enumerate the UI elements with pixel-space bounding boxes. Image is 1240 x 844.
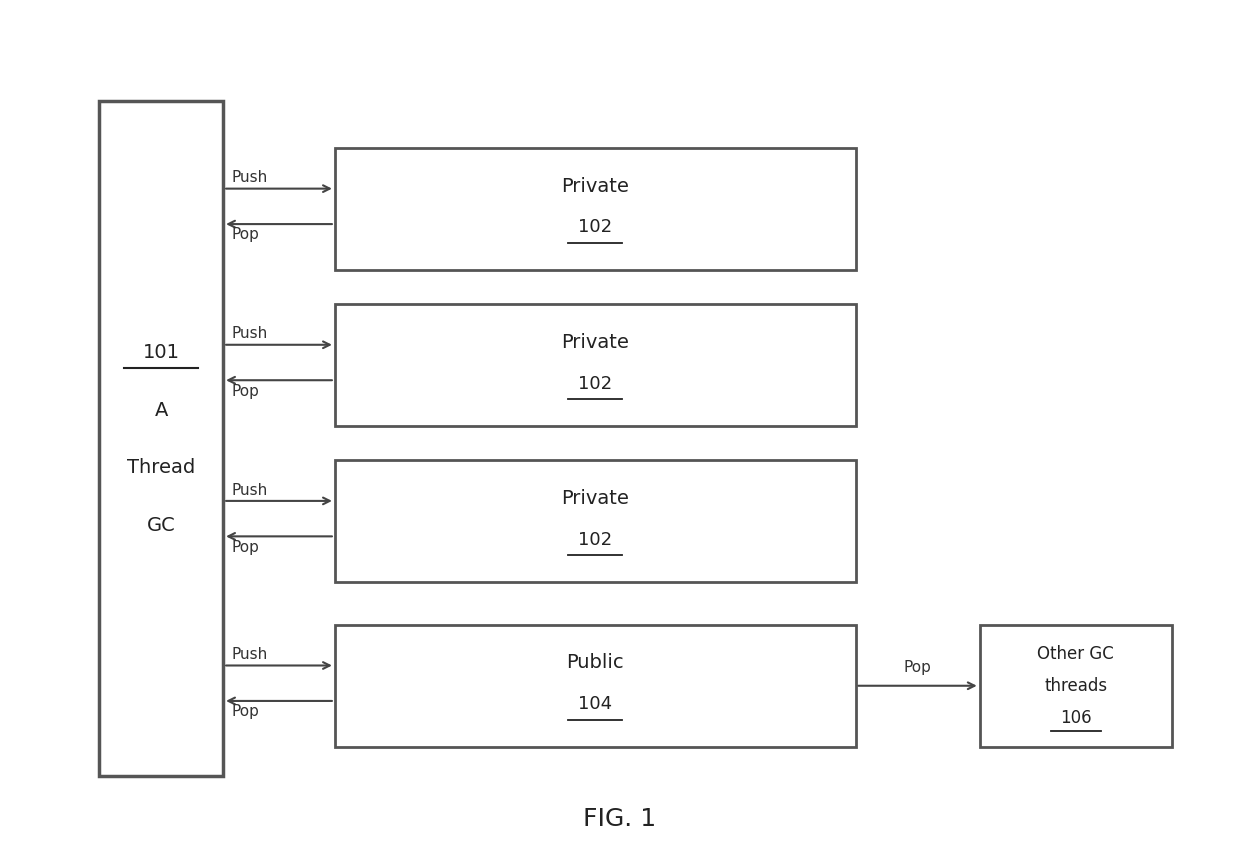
Text: Public: Public [567, 653, 624, 673]
Text: Pop: Pop [232, 383, 259, 398]
FancyBboxPatch shape [980, 625, 1172, 747]
Text: Push: Push [232, 483, 268, 497]
Text: Pop: Pop [232, 704, 259, 719]
Text: Pop: Pop [232, 228, 259, 242]
Text: 102: 102 [578, 531, 613, 549]
Text: Push: Push [232, 170, 268, 186]
Text: Other GC: Other GC [1038, 645, 1114, 663]
Text: GC: GC [146, 516, 176, 535]
Text: Private: Private [562, 333, 629, 352]
FancyBboxPatch shape [335, 460, 856, 582]
Text: Private: Private [562, 489, 629, 508]
FancyBboxPatch shape [99, 101, 223, 776]
Text: 102: 102 [578, 219, 613, 236]
Text: Push: Push [232, 327, 268, 341]
Text: 106: 106 [1060, 709, 1091, 727]
Text: FIG. 1: FIG. 1 [584, 807, 656, 830]
Text: Push: Push [232, 647, 268, 662]
FancyBboxPatch shape [335, 304, 856, 426]
Text: Thread: Thread [126, 458, 196, 477]
Text: threads: threads [1044, 677, 1107, 695]
Text: 101: 101 [143, 343, 180, 362]
FancyBboxPatch shape [335, 625, 856, 747]
FancyBboxPatch shape [335, 148, 856, 270]
Text: A: A [155, 401, 167, 419]
Text: 102: 102 [578, 375, 613, 392]
Text: Pop: Pop [904, 660, 931, 675]
Text: Pop: Pop [232, 540, 259, 555]
Text: Private: Private [562, 176, 629, 196]
Text: 104: 104 [578, 695, 613, 713]
